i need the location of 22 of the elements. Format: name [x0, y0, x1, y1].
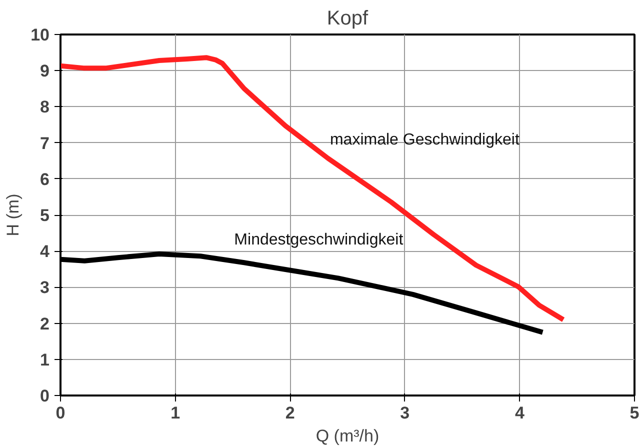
y-tick-label: 4 [40, 242, 50, 262]
y-tick-label: 2 [40, 314, 50, 334]
x-tick-label: 3 [400, 404, 410, 422]
x-tick-label: 5 [630, 404, 639, 422]
series-label: maximale Geschwindigkeit [330, 131, 520, 148]
x-tick-label: 1 [170, 404, 180, 422]
x-tick-label: 0 [56, 404, 66, 422]
y-tick-label: 6 [40, 170, 50, 189]
y-tick-label: 0 [40, 386, 50, 406]
x-tick-label: 4 [514, 404, 525, 422]
y-tick-label: 3 [40, 278, 50, 298]
y-tick-label: 10 [30, 26, 50, 44]
chart-title: Kopf [326, 8, 369, 30]
x-tick-label: 2 [285, 404, 295, 422]
y-tick-label: 9 [40, 62, 50, 81]
x-axis-title: Q (m³/h) [316, 426, 380, 446]
y-tick-label: 5 [40, 206, 50, 225]
y-tick-label: 7 [40, 134, 50, 153]
y-axis-title: H (m) [4, 194, 23, 236]
y-tick-label: 8 [40, 98, 50, 117]
series-label: Mindestgeschwindigkeit [234, 232, 404, 249]
y-tick-label: 1 [40, 350, 50, 370]
